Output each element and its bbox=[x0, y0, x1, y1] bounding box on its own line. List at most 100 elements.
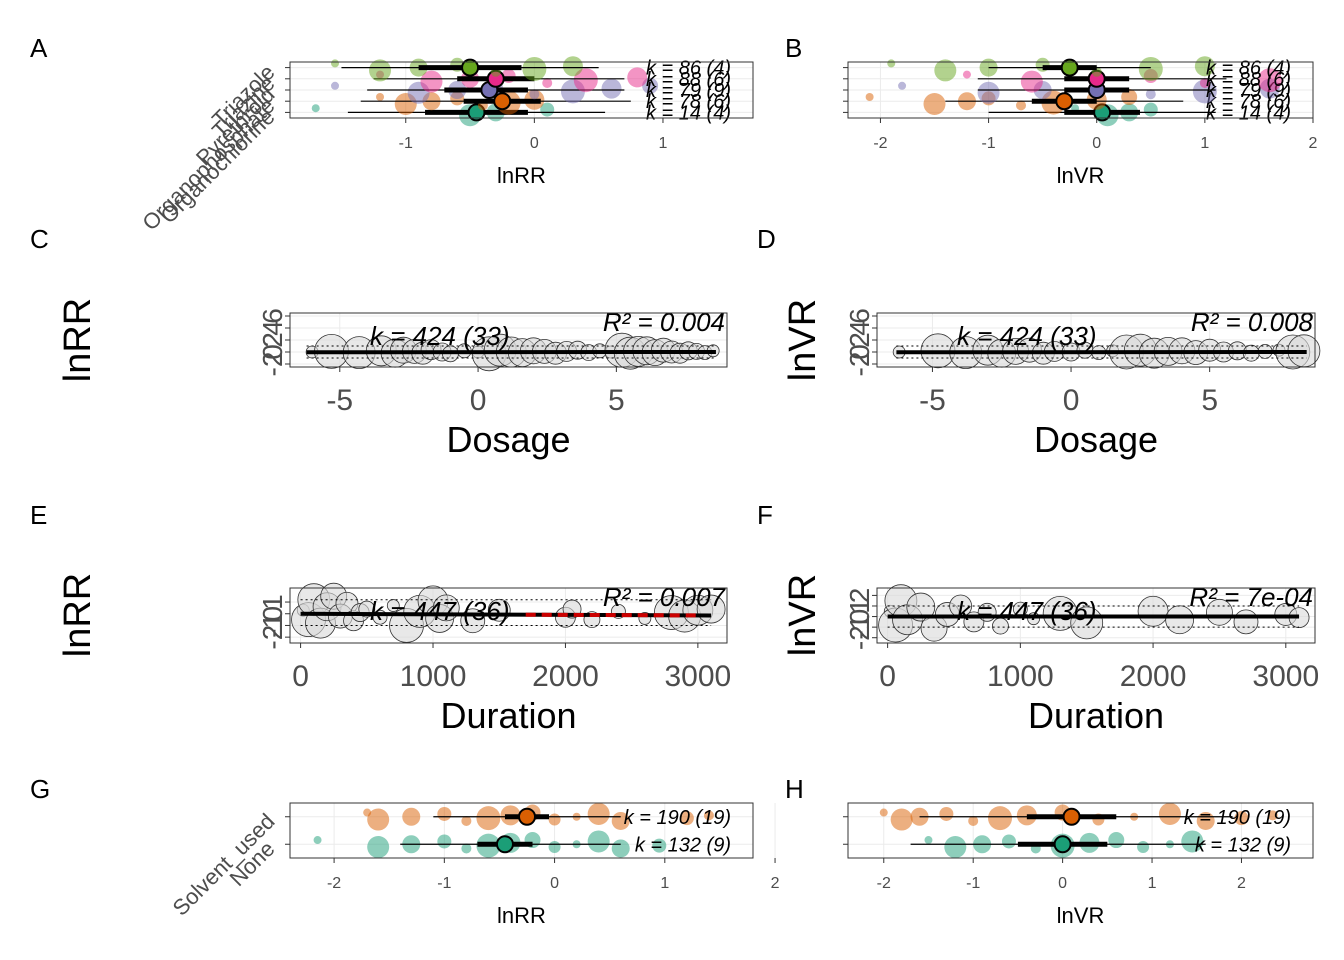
x-tick-label: 1000 bbox=[400, 660, 467, 693]
x-tick-label: 0 bbox=[530, 135, 539, 152]
x-tick-label: -5 bbox=[919, 384, 946, 417]
y-tick-label: 0 bbox=[257, 606, 288, 622]
y-tick-label: 1 bbox=[257, 594, 288, 610]
y-tick-label: -2 bbox=[257, 352, 288, 377]
series-triazole: k = 86 (4) bbox=[331, 56, 731, 82]
series-organochlorine: k = 14 (4) bbox=[311, 102, 731, 127]
y-tick-label: 2 bbox=[844, 332, 875, 348]
data-point bbox=[652, 838, 667, 853]
x-tick-label: -1 bbox=[981, 135, 995, 152]
y-axis-label: lnRR bbox=[57, 298, 99, 382]
y-tick-label: 2 bbox=[257, 332, 288, 348]
plot-border bbox=[289, 802, 754, 859]
data-point bbox=[1194, 56, 1215, 77]
y-axis-label: lnRR bbox=[57, 573, 99, 657]
data-point bbox=[367, 836, 390, 859]
y-tick-label: 1 bbox=[844, 598, 875, 614]
x-axis-label: lnVR bbox=[1057, 163, 1105, 188]
x-tick-label: -1 bbox=[966, 875, 980, 892]
data-point bbox=[540, 102, 555, 117]
k-label: k = 447 (36) bbox=[957, 596, 1096, 626]
k-label: k = 86 (4) bbox=[1206, 58, 1291, 80]
x-tick-label: 2000 bbox=[532, 660, 599, 693]
data-point bbox=[988, 806, 1013, 831]
r2-label: R² = 7e-04 bbox=[1189, 582, 1313, 612]
x-tick-label: -2 bbox=[873, 135, 887, 152]
y-tick-label: 0 bbox=[844, 344, 875, 360]
x-tick-label: 5 bbox=[608, 384, 625, 417]
data-point bbox=[601, 78, 622, 99]
regression-line-highlight bbox=[525, 612, 698, 618]
x-axis-label: Dosage bbox=[1034, 419, 1158, 460]
series-triazole: k = 86 (4) bbox=[887, 56, 1291, 82]
data-point bbox=[369, 59, 392, 82]
x-axis-label: lnRR bbox=[497, 163, 546, 188]
x-tick-label: 0 bbox=[1092, 135, 1101, 152]
panel-tag-f: F bbox=[757, 500, 773, 530]
mean-estimate bbox=[1053, 835, 1072, 854]
k-label: k = 78 (6) bbox=[646, 91, 731, 113]
x-tick-label: 2 bbox=[1237, 875, 1246, 892]
y-axis-label: lnVR bbox=[782, 574, 824, 656]
data-point bbox=[461, 843, 472, 854]
mean-estimate bbox=[1055, 92, 1074, 111]
panel-tag-a: A bbox=[30, 33, 48, 63]
x-tick-label: 2000 bbox=[1120, 660, 1187, 693]
data-point bbox=[587, 802, 610, 825]
x-tick-label: 1 bbox=[1200, 135, 1209, 152]
series-solvent_used: k = 190 (19) bbox=[363, 802, 731, 831]
x-tick-label: 1 bbox=[659, 135, 668, 152]
x-tick-label: -2 bbox=[327, 875, 341, 892]
r2-label: R² = 0.008 bbox=[1191, 307, 1314, 337]
y-tick-label: 4 bbox=[844, 320, 875, 336]
x-axis-label: Duration bbox=[1028, 695, 1164, 736]
plot-border bbox=[289, 312, 728, 368]
data-point bbox=[934, 59, 957, 82]
k-label: k = 424 (33) bbox=[370, 321, 509, 351]
data-point bbox=[944, 836, 967, 859]
series-organochlorine: k = 14 (4) bbox=[988, 102, 1291, 127]
data-point bbox=[1257, 68, 1282, 93]
k-label: k = 424 (33) bbox=[957, 321, 1096, 351]
panel-tag-c: C bbox=[30, 224, 49, 254]
panel-tag-b: B bbox=[785, 33, 802, 63]
x-tick-label: 3000 bbox=[664, 660, 731, 693]
x-tick-label: 0 bbox=[879, 660, 896, 693]
panel-tag-e: E bbox=[30, 500, 47, 530]
mean-estimate bbox=[1060, 58, 1079, 77]
data-point bbox=[924, 836, 933, 845]
k-label: k = 88 (6) bbox=[1206, 69, 1291, 91]
k-label: k = 132 (9) bbox=[1195, 834, 1291, 856]
data-point bbox=[1108, 832, 1125, 849]
data-point bbox=[1192, 79, 1217, 104]
series-none: k = 132 (9) bbox=[910, 830, 1291, 859]
data-point bbox=[573, 68, 598, 93]
data-point bbox=[906, 592, 936, 622]
x-tick-label: -5 bbox=[326, 384, 353, 417]
k-label: k = 86 (4) bbox=[646, 58, 731, 80]
r2-label: R² = 0.007 bbox=[603, 582, 727, 612]
data-point bbox=[1143, 102, 1158, 117]
data-point bbox=[1234, 811, 1249, 826]
panel-a: A-1 0 1lnRROrganochlorineOrganophosphatePy… bbox=[30, 33, 754, 235]
data-point bbox=[977, 81, 1000, 104]
series-organophosphate: k = 78 (6) bbox=[360, 89, 731, 115]
series-none: k = 132 (9) bbox=[313, 830, 731, 859]
data-point bbox=[313, 836, 322, 845]
data-point bbox=[627, 67, 648, 88]
k-label: k = 190 (19) bbox=[1184, 807, 1291, 829]
data-point bbox=[522, 57, 547, 81]
x-axis-label: Dosage bbox=[446, 419, 570, 460]
panel-tag-d: D bbox=[757, 224, 776, 254]
data-point bbox=[1267, 810, 1278, 821]
r2-label: R² = 0.004 bbox=[603, 307, 725, 337]
y-tick-label: -2 bbox=[844, 352, 875, 377]
data-point bbox=[461, 815, 472, 826]
x-tick-label: 5 bbox=[1201, 384, 1218, 417]
k-label: k = 79 (9) bbox=[646, 80, 731, 102]
data-point bbox=[476, 806, 501, 831]
